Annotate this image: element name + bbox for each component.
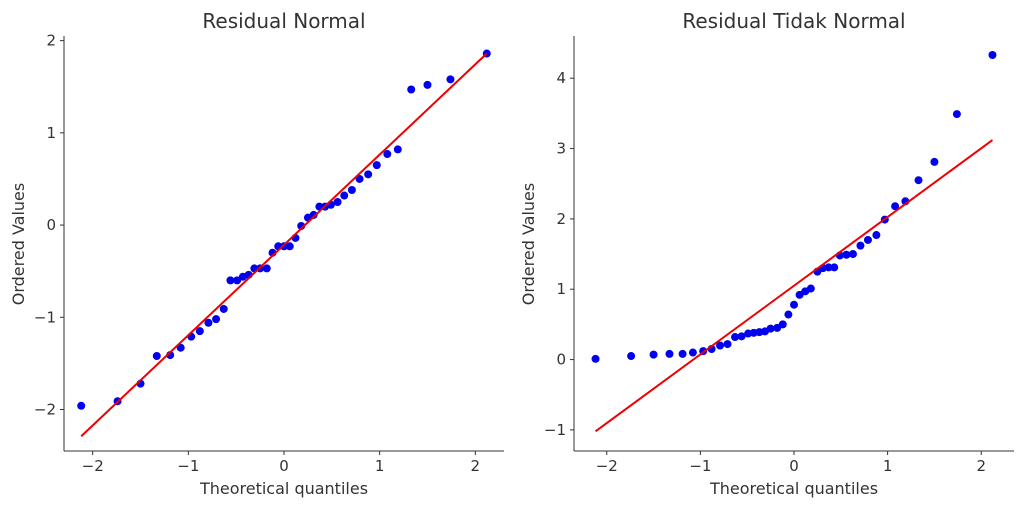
data-point <box>863 235 872 244</box>
data-point <box>766 324 775 333</box>
data-point <box>383 150 392 159</box>
x-tick-label: −1 <box>177 457 199 475</box>
y-tick-label: 2 <box>46 32 56 50</box>
data-point <box>952 110 961 119</box>
data-point <box>737 332 746 341</box>
data-point <box>988 50 997 59</box>
data-point <box>806 284 815 293</box>
data-point <box>285 242 294 251</box>
data-point <box>226 276 235 285</box>
data-point <box>784 310 793 319</box>
data-point <box>347 186 356 195</box>
x-axis-label: Theoretical quantiles <box>709 479 878 498</box>
y-tick-label: 4 <box>556 69 566 87</box>
data-point <box>212 315 221 324</box>
chart-panel-residual-tidak-normal: Residual Tidak Normal Theoretical quanti… <box>519 9 1014 498</box>
data-point <box>340 191 349 200</box>
reference-fit-line <box>80 52 488 437</box>
data-point <box>372 161 381 170</box>
data-point <box>309 210 318 219</box>
data-point <box>591 354 600 363</box>
data-point <box>731 333 740 342</box>
y-tick-label: 1 <box>46 124 56 142</box>
data-point <box>872 231 881 240</box>
chart-title: Residual Tidak Normal <box>682 9 905 33</box>
data-point <box>219 304 228 313</box>
chart-title: Residual Normal <box>202 9 365 33</box>
data-point <box>778 320 787 329</box>
data-point <box>649 350 658 359</box>
y-tick-label: −1 <box>544 421 566 439</box>
y-axis-label: Ordered Values <box>519 183 538 305</box>
data-point <box>930 157 939 166</box>
data-point <box>233 276 242 285</box>
data-point <box>688 348 697 357</box>
x-tick-label: −1 <box>689 457 711 475</box>
data-point <box>665 349 674 358</box>
chart-panel-residual-normal: Residual Normal Theoretical quantiles Or… <box>9 9 504 498</box>
y-tick-label: 3 <box>556 140 566 158</box>
data-point <box>333 198 342 206</box>
data-point <box>195 327 204 336</box>
y-tick-label: 0 <box>556 351 566 369</box>
data-point <box>364 170 373 179</box>
y-tick-label: 0 <box>46 216 56 234</box>
x-tick-label: 2 <box>976 457 986 475</box>
data-point <box>407 85 416 94</box>
data-point <box>716 341 725 350</box>
data-point <box>176 343 185 352</box>
data-point <box>914 176 923 185</box>
y-tick-label: 1 <box>556 280 566 298</box>
x-tick-label: −2 <box>596 457 618 475</box>
y-tick-label: −1 <box>34 308 56 326</box>
data-point <box>627 352 636 361</box>
x-tick-label: −2 <box>82 457 104 475</box>
data-point <box>393 145 402 154</box>
data-point <box>152 352 161 361</box>
x-tick-label: 2 <box>471 457 481 475</box>
y-axis-label: Ordered Values <box>9 183 28 305</box>
data-point <box>723 340 732 349</box>
data-point <box>355 174 364 183</box>
data-point <box>891 202 900 211</box>
x-tick-label: 1 <box>883 457 893 475</box>
data-point <box>446 75 455 84</box>
data-point <box>790 300 798 309</box>
data-point <box>678 349 687 358</box>
data-point <box>824 263 833 272</box>
data-point <box>830 263 839 272</box>
y-tick-label: 2 <box>556 210 566 228</box>
data-point <box>856 241 865 250</box>
data-point <box>77 401 86 410</box>
x-tick-label: 0 <box>279 457 289 475</box>
x-tick-label: 0 <box>789 457 799 475</box>
data-point <box>262 264 271 273</box>
y-tick-label: −2 <box>34 401 56 419</box>
x-tick-label: 1 <box>375 457 385 475</box>
data-point <box>423 80 432 89</box>
x-axis-label: Theoretical quantiles <box>199 479 368 498</box>
data-point <box>848 250 857 259</box>
reference-fit-line <box>594 139 994 433</box>
data-point <box>842 250 851 259</box>
data-point <box>204 318 213 327</box>
